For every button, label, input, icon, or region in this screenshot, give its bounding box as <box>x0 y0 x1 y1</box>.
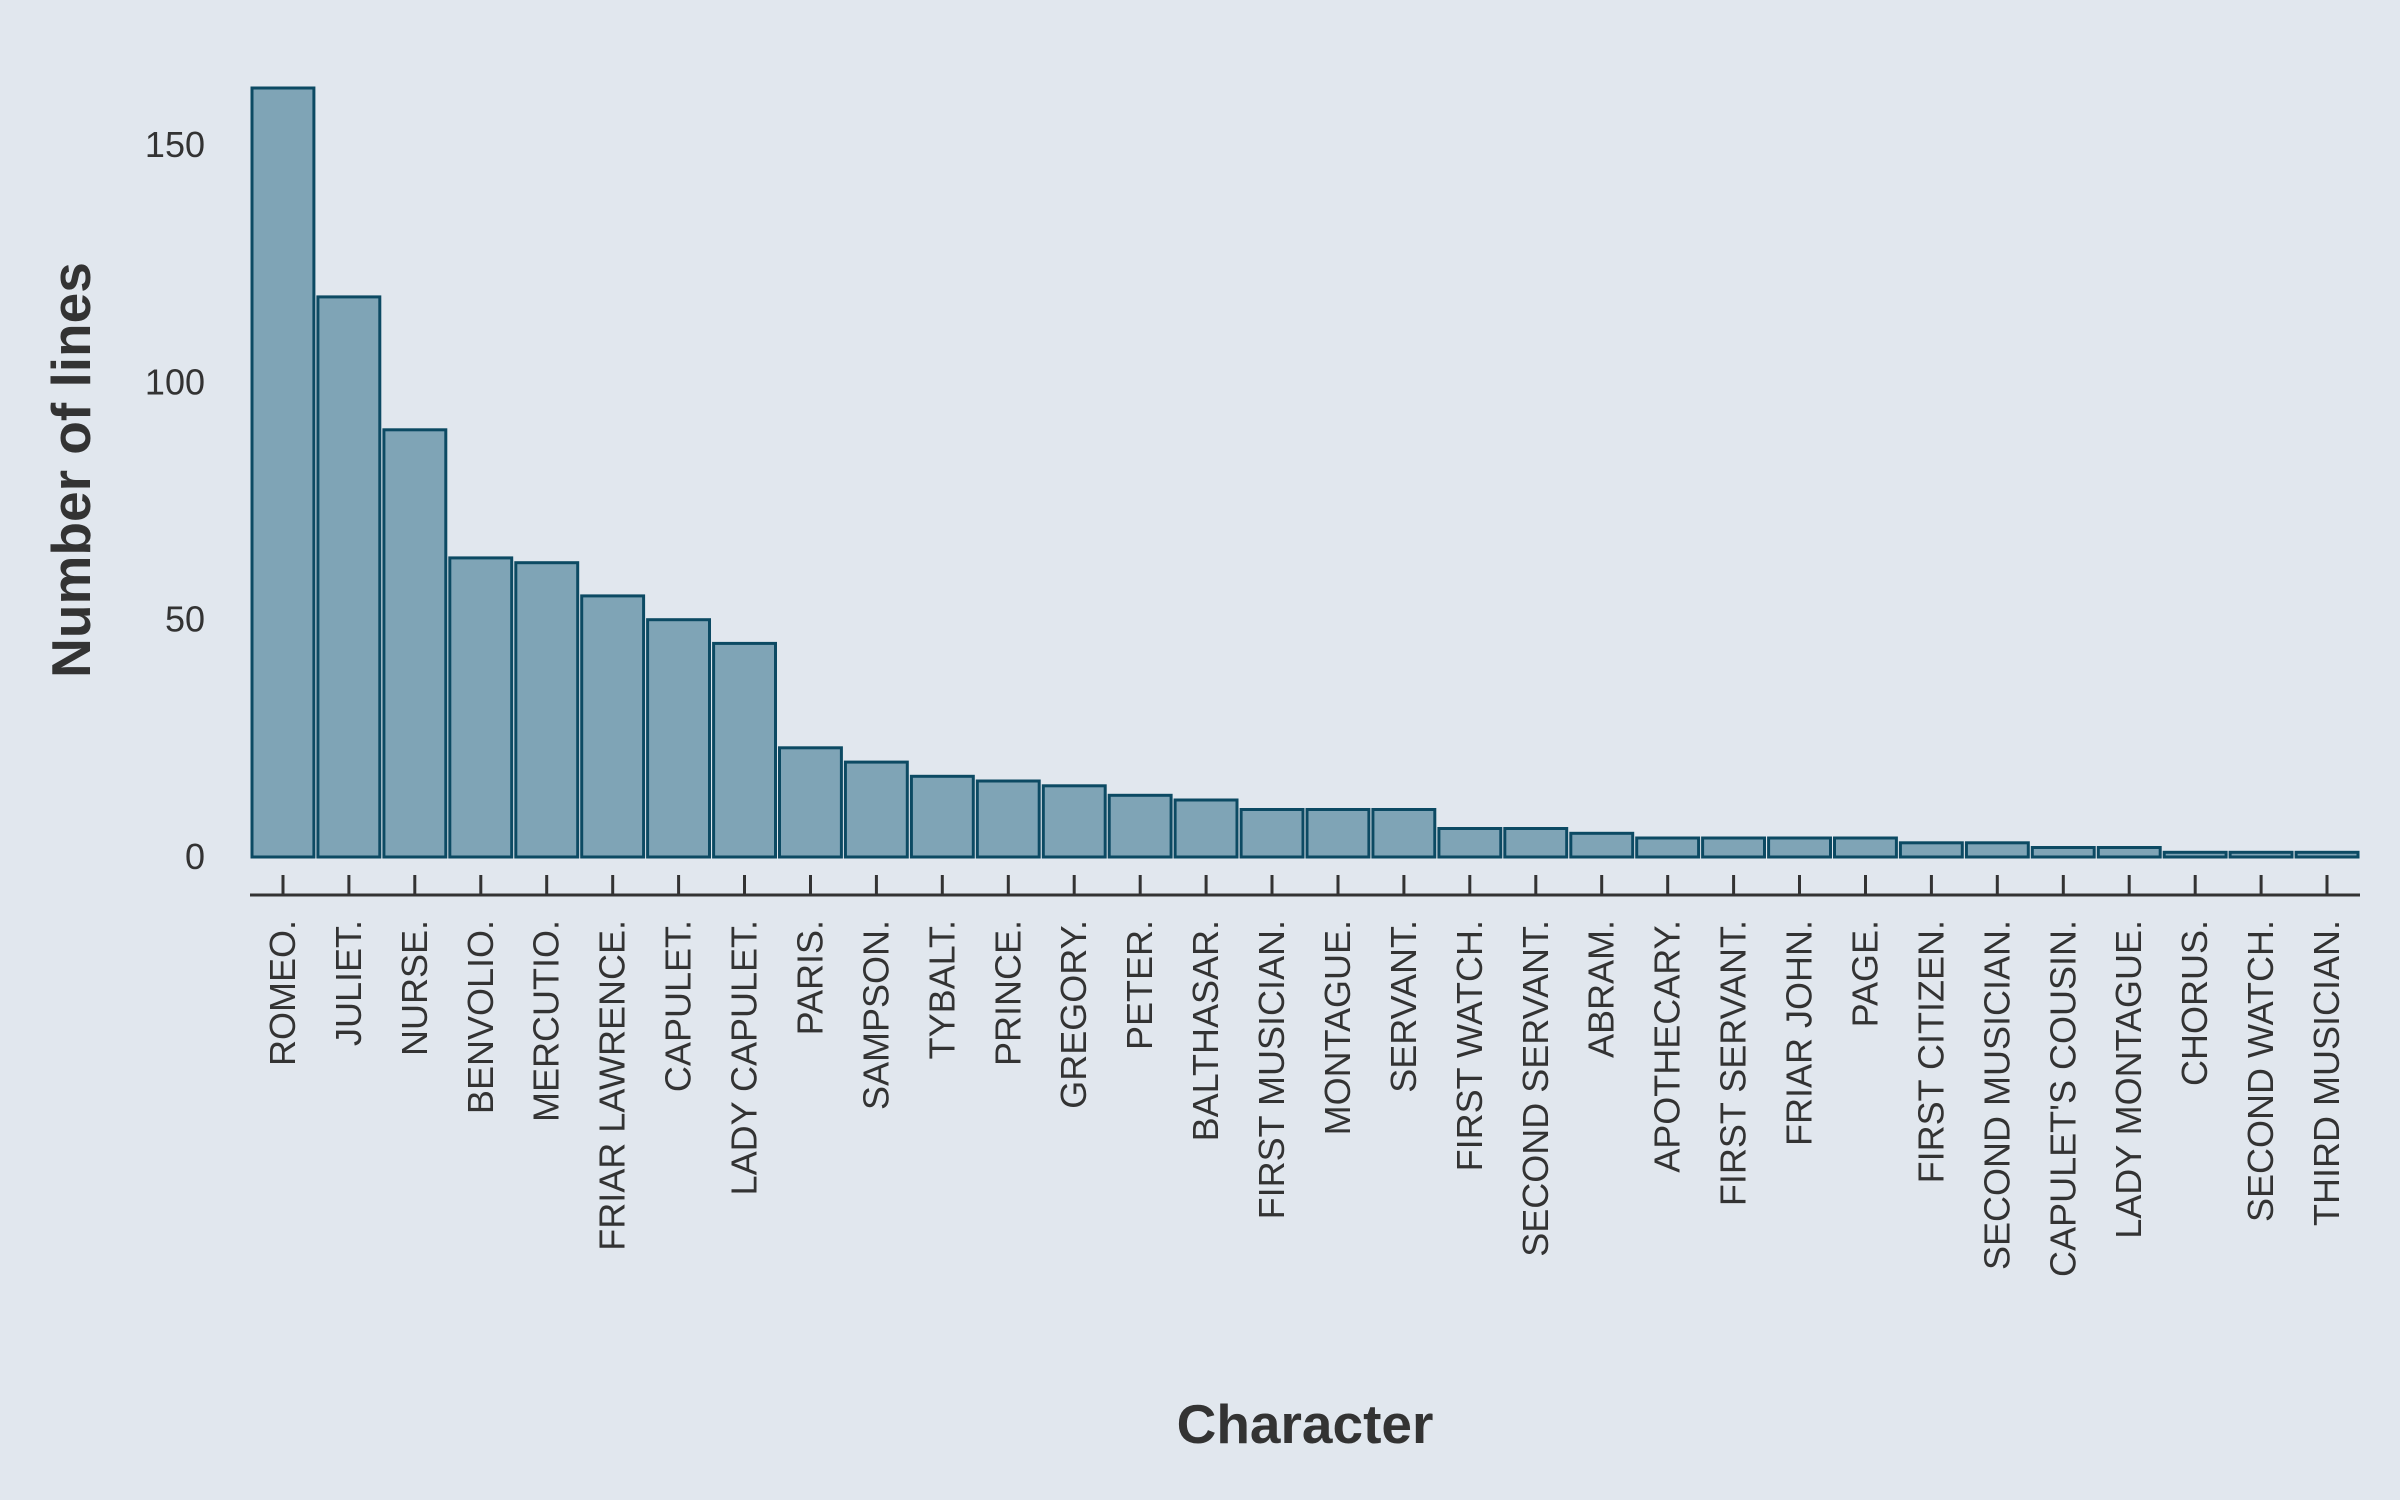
x-tick-label: MONTAGUE. <box>1317 920 1358 1135</box>
x-tick-label: SAMPSON. <box>855 920 896 1110</box>
x-tick-label: NURSE. <box>394 920 435 1056</box>
bar <box>448 556 514 859</box>
x-tick-label: JULIET. <box>328 920 369 1046</box>
x-tick-label: PRINCE. <box>987 920 1028 1066</box>
bar <box>909 774 975 859</box>
x-tick-label: PAGE. <box>1845 920 1886 1027</box>
x-tick-label: SERVANT. <box>1383 920 1424 1093</box>
x-tick-label: THIRD MUSICIAN. <box>2306 920 2347 1226</box>
bar <box>1041 784 1107 859</box>
bar <box>316 295 382 859</box>
x-tick-label: TYBALT. <box>921 920 962 1059</box>
bar <box>1898 841 1964 859</box>
y-tick-label: 100 <box>145 361 205 402</box>
x-tick-label: ABRAM. <box>1581 920 1622 1058</box>
bar <box>1107 793 1173 859</box>
bar <box>2228 850 2294 859</box>
bar <box>1767 836 1832 859</box>
x-tick-label: APOTHECARY. <box>1647 920 1688 1173</box>
x-tick-label: FIRST SERVANT. <box>1713 920 1754 1206</box>
x-tick-label: BALTHASAR. <box>1185 920 1226 1141</box>
x-tick-label: SECOND MUSICIAN. <box>1976 920 2017 1270</box>
x-axis: ROMEO. JULIET. NURSE. BENVOLIO. MERCUTIO. FRI… <box>262 875 2347 1277</box>
x-tick-label: FIRST WATCH. <box>1449 920 1490 1171</box>
bar <box>1701 836 1766 859</box>
bar <box>1964 841 2030 859</box>
x-tick-label: FRIAR JOHN. <box>1779 920 1820 1146</box>
x-tick-label: LADY MONTAGUE. <box>2108 920 2149 1239</box>
x-tick-label: GREGORY. <box>1053 920 1094 1109</box>
bar <box>1371 808 1437 859</box>
x-tick-label: SECOND SERVANT. <box>1515 920 1556 1257</box>
y-tick-label: 0 <box>185 836 205 877</box>
x-tick-label: MERCUTIO. <box>526 920 567 1122</box>
bar <box>382 428 448 859</box>
bar <box>514 561 580 859</box>
x-tick-label: PARIS. <box>790 920 831 1035</box>
bar <box>1833 836 1898 859</box>
bar <box>1635 836 1701 859</box>
y-tick-label: 150 <box>145 124 205 165</box>
bar <box>1305 808 1371 859</box>
bar <box>1173 798 1239 859</box>
bar <box>778 746 843 859</box>
bar <box>2294 850 2360 859</box>
x-tick-label: SECOND WATCH. <box>2240 920 2281 1222</box>
x-tick-label: FRIAR LAWRENCE. <box>592 920 633 1251</box>
bar <box>646 618 711 859</box>
bar <box>1239 808 1305 859</box>
x-tick-label: CAPULET. <box>658 920 699 1092</box>
x-tick-label: BENVOLIO. <box>460 920 501 1114</box>
bar <box>1569 831 1635 859</box>
bar <box>2162 850 2228 859</box>
bar <box>1437 827 1503 859</box>
bar <box>2096 846 2162 859</box>
x-tick-label: PETER. <box>1119 920 1160 1050</box>
bar <box>975 779 1041 859</box>
x-tick-label: FIRST CITIZEN. <box>1910 920 1951 1183</box>
bar <box>250 86 316 859</box>
x-tick-label: LADY CAPULET. <box>724 920 765 1195</box>
x-tick-label: ROMEO. <box>262 920 303 1066</box>
bar <box>843 760 909 859</box>
x-tick-label: CAPULET'S COUSIN. <box>2042 920 2083 1277</box>
y-axis: 0 50 100 150 <box>145 124 205 877</box>
x-tick-label: FIRST MUSICIAN. <box>1251 920 1292 1219</box>
x-tick-label: CHORUS. <box>2174 920 2215 1086</box>
bar <box>712 641 777 859</box>
bar <box>2030 846 2096 859</box>
y-tick-label: 50 <box>165 599 205 640</box>
bar <box>1503 827 1569 859</box>
bars <box>250 86 2360 859</box>
y-axis-title: Number of lines <box>40 262 102 678</box>
bar <box>580 594 646 859</box>
x-axis-title: Character <box>1177 1393 1434 1455</box>
